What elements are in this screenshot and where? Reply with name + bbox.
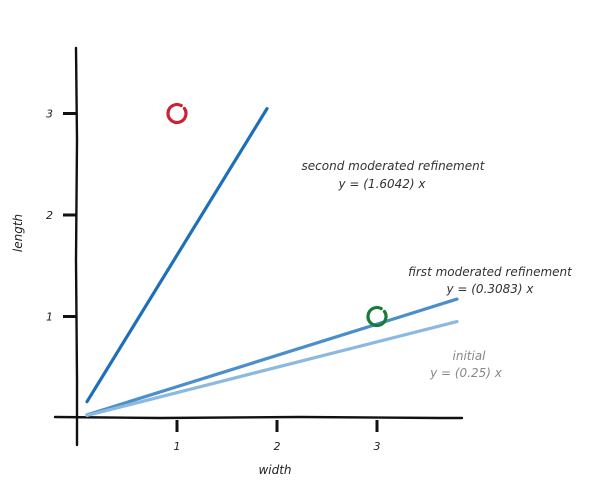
- x-tick-label: 3: [374, 440, 381, 453]
- y-axis: [74, 46, 79, 447]
- y-tick-label: 1: [46, 311, 53, 324]
- x-axis-title: width: [258, 463, 291, 477]
- series-equation-second-moderated-refinement: y = (1.6042) x: [337, 177, 426, 191]
- series-line-first-moderated-refinement: [85, 297, 459, 417]
- series-line-second-moderated-refinement: [85, 107, 269, 404]
- y-ticks: 1 2 3: [46, 108, 76, 324]
- series-name-second-moderated-refinement: second moderated refinement: [302, 159, 486, 173]
- y-tick-label: 3: [46, 108, 53, 121]
- x-tick-label: 2: [274, 440, 281, 453]
- y-axis-title: length: [11, 214, 25, 252]
- x-ticks: 1 2 3: [174, 420, 381, 453]
- x-tick-label: 1: [174, 440, 181, 453]
- series-equation-first-moderated-refinement: y = (0.3083) x: [445, 282, 534, 296]
- series-line-initial: [85, 319, 459, 418]
- data-point-red: [166, 102, 188, 125]
- y-tick-label: 2: [46, 209, 53, 222]
- x-axis: [53, 415, 464, 420]
- data-point-green: [366, 305, 388, 328]
- series-name-first-moderated-refinement: first moderated refinement: [408, 265, 573, 279]
- series-name-initial: initial: [453, 349, 487, 363]
- series-equation-initial: y = (0.25) x: [429, 366, 503, 380]
